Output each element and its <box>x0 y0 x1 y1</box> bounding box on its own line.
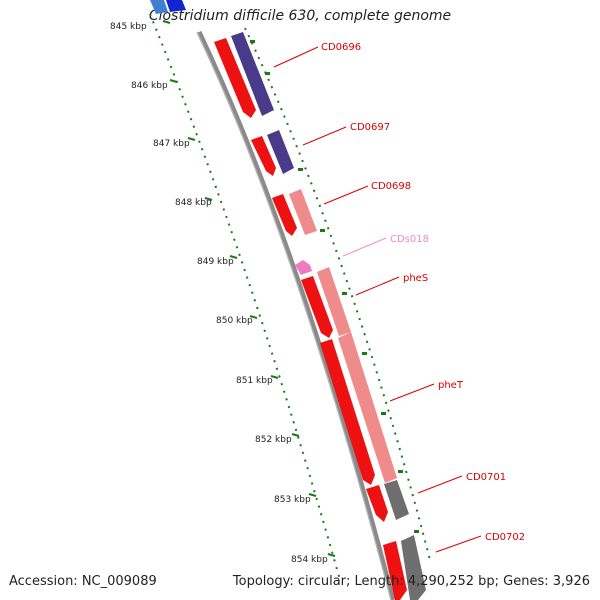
kbp-label: 847 kbp <box>153 139 190 149</box>
gene-label-cd0698[interactable]: CD0698 <box>371 181 411 192</box>
gene-arrow-cd0702-cog[interactable] <box>401 535 426 600</box>
gene-arrow-phet[interactable] <box>320 339 375 485</box>
gene-label-phes[interactable]: pheS <box>403 273 428 284</box>
genome-backbone-highlight <box>196 31 392 600</box>
gene-arrow-cd0701[interactable] <box>366 485 388 522</box>
gene-arrow-phes[interactable] <box>301 276 333 338</box>
gene-arrow-cd0697[interactable] <box>251 136 276 176</box>
gene-arrow-cd0698-cog[interactable] <box>289 189 317 235</box>
gene-arrow-cd0697-cog[interactable] <box>267 130 294 174</box>
outer-ring-marks <box>250 40 419 533</box>
gene-arrow-cd0698[interactable] <box>272 194 297 236</box>
kbp-label: 845 kbp <box>110 22 147 32</box>
gene-arrow-cd0702[interactable] <box>383 541 407 600</box>
kbp-label: 851 kbp <box>236 376 273 386</box>
gene-label-phet[interactable]: pheT <box>438 380 464 391</box>
gene-label-cds018[interactable]: CDs018 <box>390 234 429 245</box>
kbp-label: 852 kbp <box>255 435 292 445</box>
gene-arrow-cd0696[interactable] <box>214 38 256 118</box>
accession-text: Accession: NC_009089 <box>9 574 157 589</box>
genome-backbone <box>196 30 396 600</box>
kbp-label: 854 kbp <box>291 555 328 565</box>
kbp-label: 850 kbp <box>216 316 253 326</box>
gene-arrow-phet-cog[interactable] <box>338 332 397 483</box>
gene-label-cd0697[interactable]: CD0697 <box>350 122 390 133</box>
gene-arrow-cd0696-cog[interactable] <box>231 32 274 116</box>
coordinate-ruler <box>149 13 341 581</box>
genome-summary-text: Topology: circular; Length: 4,290,252 bp… <box>232 574 590 589</box>
gene-fragment-top <box>166 0 186 12</box>
map-title: Clostridium difficile 630, complete geno… <box>148 8 452 24</box>
kbp-label: 848 kbp <box>175 198 212 208</box>
gene-label-cd0696[interactable]: CD0696 <box>321 42 361 53</box>
label-leaders <box>273 46 482 553</box>
gene-arrow-cds018[interactable] <box>295 260 312 275</box>
gene-label-cd0701[interactable]: CD0701 <box>466 472 506 483</box>
kbp-label: 846 kbp <box>131 81 168 91</box>
kbp-label: 849 kbp <box>197 257 234 267</box>
ruler-ticks <box>162 20 336 557</box>
gene-fragment-top <box>150 0 168 14</box>
gene-arrow-phes-cog[interactable] <box>317 267 351 336</box>
gene-arrow-cd0701-cog[interactable] <box>384 480 409 520</box>
kbp-label: 853 kbp <box>274 495 311 505</box>
gene-label-cd0702[interactable]: CD0702 <box>485 532 525 543</box>
